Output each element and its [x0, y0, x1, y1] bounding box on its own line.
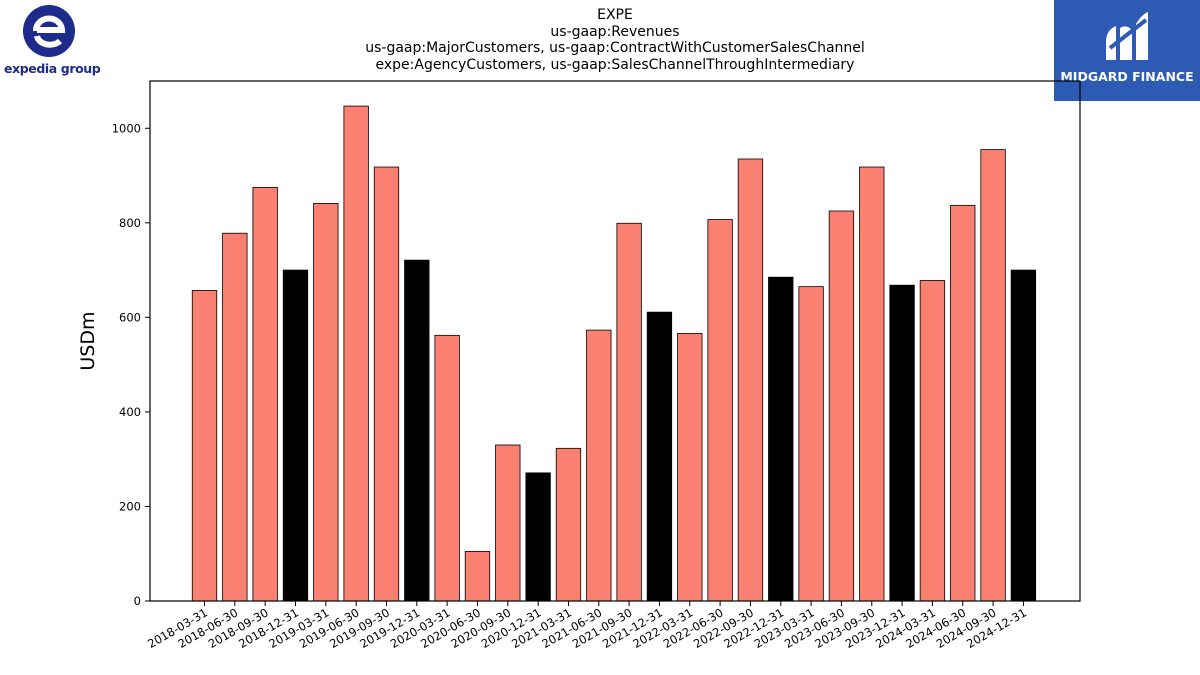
bar-2024-12-31: [1011, 270, 1035, 601]
bar-2019-09-30: [374, 167, 399, 601]
y-tick-label-200: 200: [119, 499, 141, 513]
bar-2019-06-30: [344, 106, 369, 601]
bar-2020-09-30: [496, 445, 521, 601]
bar-2021-06-30: [587, 330, 612, 601]
bar-2024-03-31: [920, 280, 945, 601]
y-axis: 0 200 400 600 800 1000: [112, 121, 150, 608]
bar-chart: 0 200 400 600 800 1000 2018-03-312018-06-3020…: [0, 0, 1200, 675]
y-axis-label: USDm: [77, 311, 99, 370]
bar-2022-03-31: [678, 333, 703, 601]
y-tick-label-1000: 1000: [112, 121, 141, 135]
bar-2022-09-30: [738, 159, 763, 601]
bar-2024-09-30: [981, 150, 1006, 601]
bar-2021-09-30: [617, 223, 642, 601]
bar-2021-03-31: [556, 448, 581, 601]
y-tick-label-0: 0: [134, 594, 141, 608]
bar-2018-06-30: [223, 233, 248, 601]
bar-2019-12-31: [405, 260, 430, 601]
bar-2018-12-31: [283, 270, 308, 601]
bars-group: [192, 106, 1035, 601]
bar-2024-06-30: [951, 205, 976, 601]
bar-2020-03-31: [435, 335, 460, 601]
bar-2019-03-31: [314, 203, 339, 601]
bar-2022-12-31: [769, 277, 794, 601]
bar-2023-09-30: [860, 167, 885, 601]
bar-2021-12-31: [647, 312, 672, 601]
y-tick-label-800: 800: [119, 216, 141, 230]
y-tick-label-400: 400: [119, 405, 141, 419]
y-tick-label-600: 600: [119, 310, 141, 324]
bar-2023-03-31: [799, 287, 824, 601]
bar-2020-12-31: [526, 473, 551, 601]
bar-2023-06-30: [829, 211, 854, 601]
x-axis: 2018-03-312018-06-302018-09-302018-12-31…: [145, 601, 1029, 651]
bar-2022-06-30: [708, 220, 733, 601]
bar-2020-06-30: [465, 551, 490, 601]
bar-2018-03-31: [192, 290, 217, 601]
bar-2023-12-31: [890, 285, 915, 601]
bar-2018-09-30: [253, 187, 278, 601]
